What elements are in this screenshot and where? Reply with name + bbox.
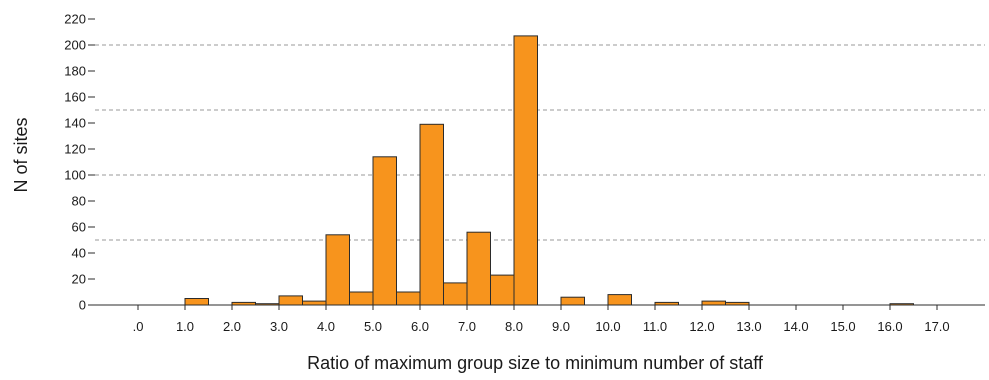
x-tick-label-17.0: 17.0 [924, 319, 949, 334]
y-tick-label-80: 80 [72, 194, 86, 209]
gridlines [95, 44, 985, 241]
x-tick-label-9.0: 9.0 [552, 319, 570, 334]
bar-10 [443, 282, 468, 306]
bar-8 [396, 291, 421, 306]
y-tick-label-100: 100 [64, 168, 86, 183]
bar-6 [349, 291, 374, 306]
bar-3 [278, 295, 303, 306]
x-tick-label-14.0: 14.0 [783, 319, 808, 334]
bar-12 [490, 274, 515, 306]
bars [184, 35, 914, 306]
y-tick-label-40: 40 [72, 246, 86, 261]
bar-0 [184, 298, 209, 306]
x-tick-label-13.0: 13.0 [736, 319, 761, 334]
x-tick-label-10.0: 10.0 [595, 319, 620, 334]
y-tick-label-180: 180 [64, 64, 86, 79]
bar-17 [701, 300, 726, 306]
x-tick-label-6.0: 6.0 [411, 319, 429, 334]
x-tick-label-11.0: 11.0 [643, 319, 667, 334]
bar-9 [419, 123, 444, 306]
bar-5 [325, 234, 350, 306]
y-tick-label-200: 200 [64, 38, 86, 53]
x-tick-label-8.0: 8.0 [505, 319, 523, 334]
x-tick-label-1.0: 1.0 [176, 319, 194, 334]
x-axis-title: Ratio of maximum group size to minimum n… [307, 353, 764, 373]
bar-15 [607, 294, 632, 306]
x-tick-label-3.0: 3.0 [270, 319, 288, 334]
y-tick-label-0: 0 [79, 298, 86, 313]
y-tick-label-220: 220 [64, 12, 86, 27]
y-tick-label-120: 120 [64, 142, 86, 157]
axes: 0 20 40 60 80 100 120 140 160 180 200 220 .0 1.0 2.0 3.… [64, 12, 985, 334]
x-tick-label-7.0: 7.0 [458, 319, 476, 334]
bar-7 [372, 156, 397, 306]
bar-14 [560, 296, 585, 306]
x-tick-label-12.0: 12.0 [689, 319, 714, 334]
bar-4 [302, 300, 327, 306]
x-tick-label-2.0: 2.0 [223, 319, 241, 334]
bar-13 [513, 35, 538, 306]
y-tick-label-20: 20 [72, 272, 86, 287]
y-tick-label-160: 160 [64, 90, 86, 105]
x-tick-label-16.0: 16.0 [877, 319, 902, 334]
bar-11 [466, 231, 491, 306]
x-tick-label-15.0: 15.0 [830, 319, 855, 334]
y-axis-title: N of sites [11, 117, 31, 192]
y-tick-label-60: 60 [72, 220, 86, 235]
x-tick-label-4.0: 4.0 [317, 319, 335, 334]
x-tick-label-5.0: 5.0 [364, 319, 382, 334]
x-tick-label-.0: .0 [133, 319, 144, 334]
y-tick-label-140: 140 [64, 116, 86, 131]
